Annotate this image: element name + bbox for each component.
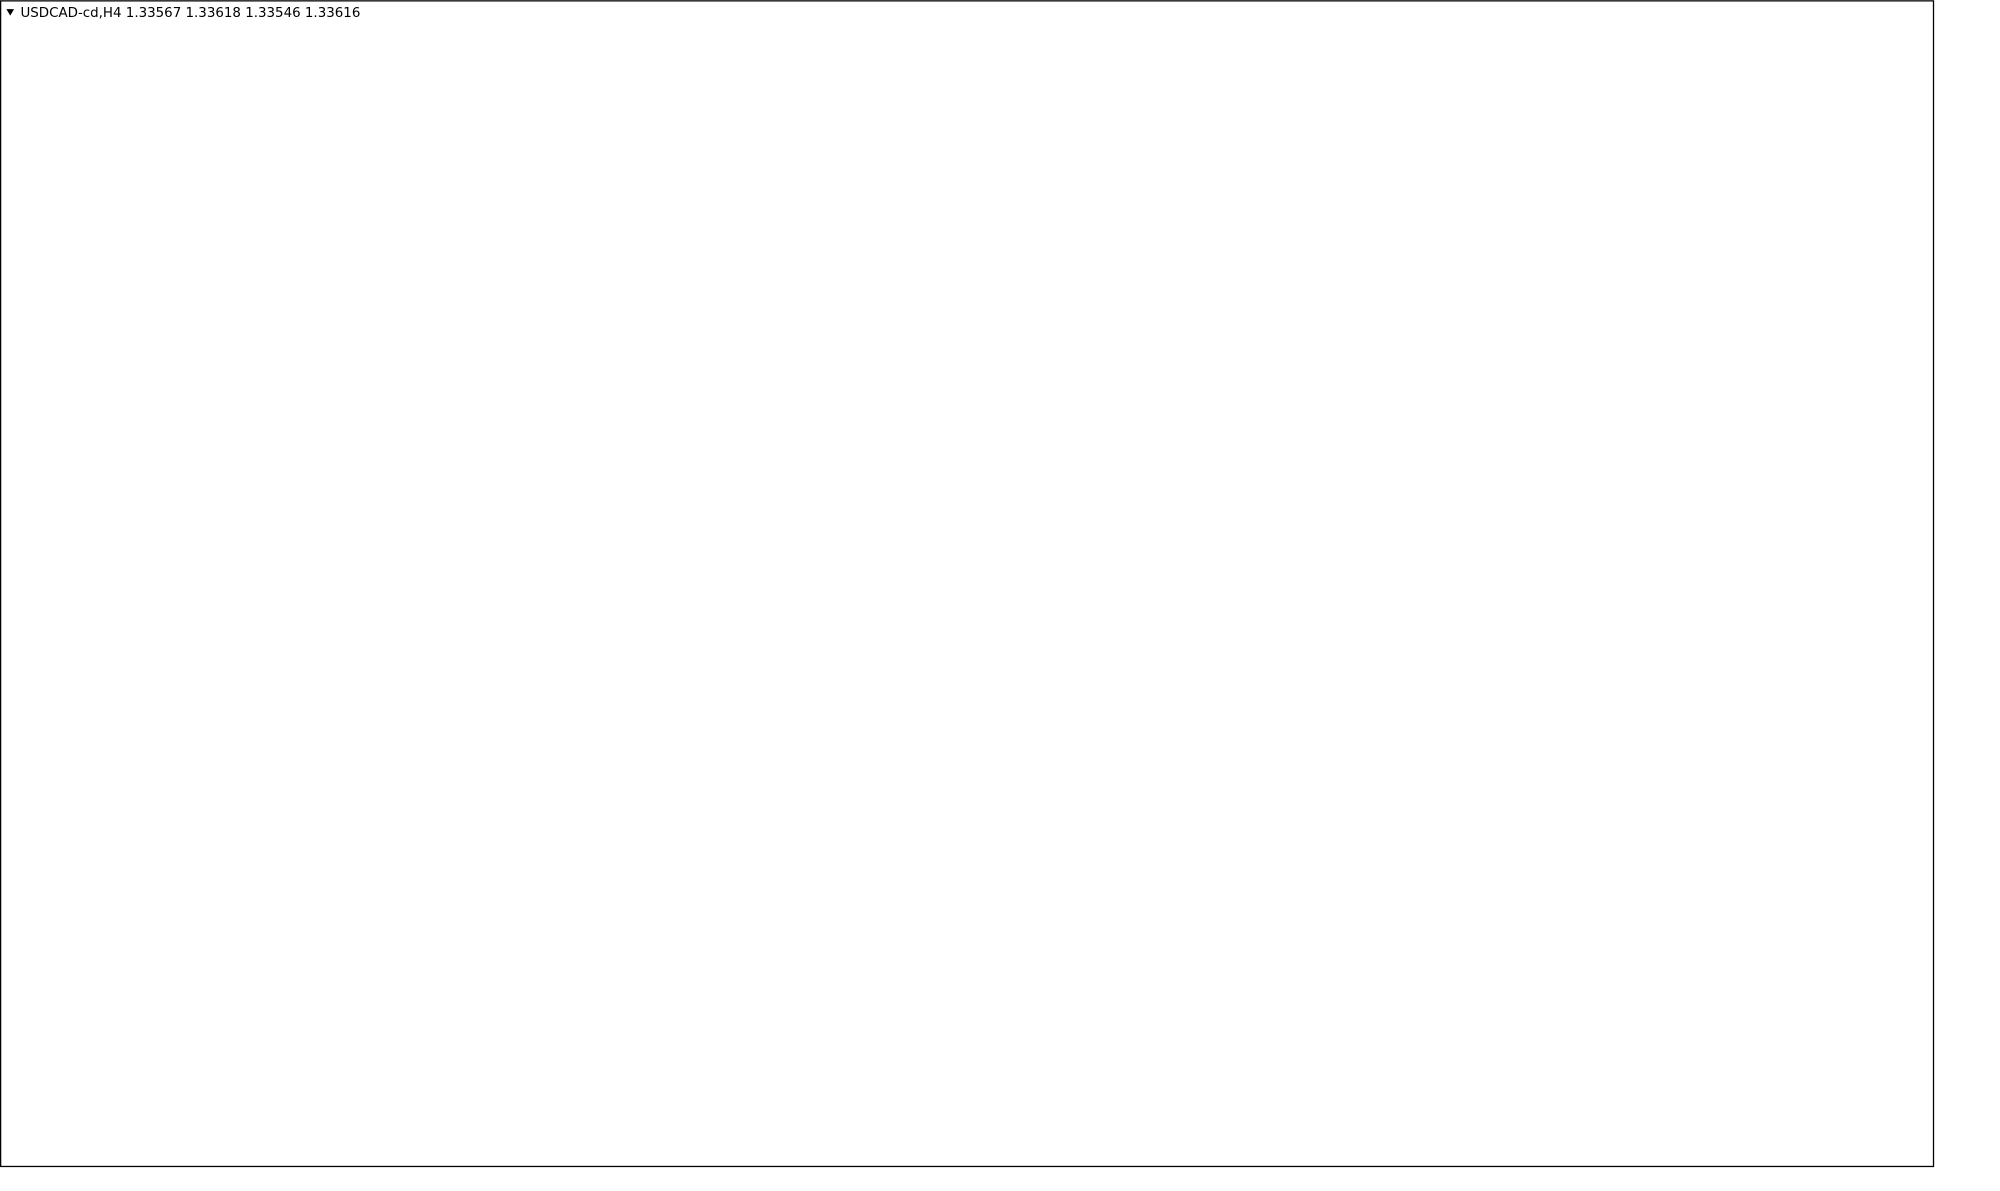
plot-frame (0, 0, 1935, 1168)
chart-title: USDCAD-cd,H4 1.33567 1.33618 1.33546 1.3… (20, 6, 360, 21)
menu-arrow[interactable] (6, 9, 15, 16)
